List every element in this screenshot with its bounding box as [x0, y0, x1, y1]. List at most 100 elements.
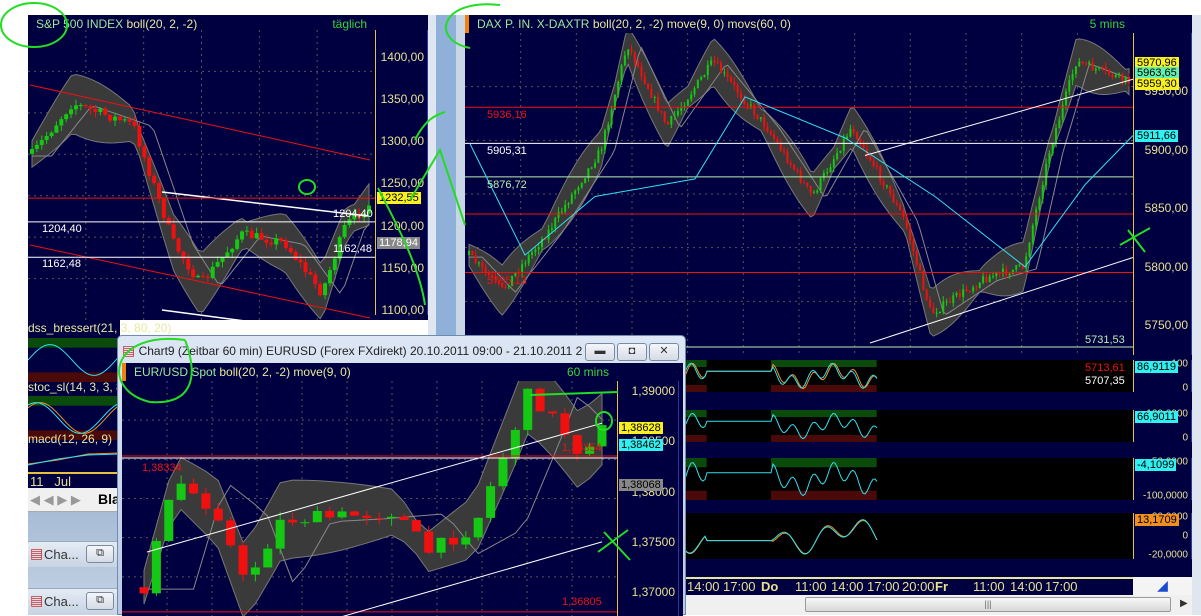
- level-label: 1,38334: [142, 461, 182, 474]
- candle: [832, 159, 835, 168]
- level-label: 5795,13: [487, 274, 527, 287]
- candle: [1035, 209, 1038, 226]
- candle: [1068, 80, 1071, 92]
- candle: [550, 228, 553, 230]
- axis-tick-label: 1300,00: [380, 134, 424, 149]
- window-titlebar[interactable]: ▤ Chart9 (Zeitbar 60 min) EURUSD (Forex …: [122, 339, 582, 361]
- oversold-zone: [771, 490, 877, 500]
- draw-tool-icon[interactable]: ◢: [1133, 577, 1192, 595]
- candle: [912, 240, 915, 251]
- candle: [78, 105, 83, 107]
- sp500-chart[interactable]: S&P 500 INDEX boll(20, 2, -2) täglich 14…: [28, 15, 428, 320]
- time-tick-label: 14:00: [687, 579, 720, 594]
- minimized-chart-window[interactable]: ▤ Cha... ⧉: [28, 541, 118, 567]
- minimized-chart-window[interactable]: ▤ Cha... ⧉: [28, 588, 118, 614]
- candle: [352, 213, 357, 220]
- candle: [962, 289, 965, 297]
- candle: [171, 224, 176, 239]
- candle: [103, 108, 108, 115]
- study-label: boll(20, 2, -2): [126, 17, 198, 31]
- candle: [514, 272, 517, 276]
- level-label: 5707,35: [1085, 375, 1125, 388]
- price-tag: 1,38628: [619, 422, 663, 435]
- axis-tick-label: 1400,00: [380, 50, 424, 64]
- candle: [88, 106, 93, 109]
- axis-tick-label: 5750,00: [1144, 318, 1188, 333]
- candle: [783, 150, 786, 152]
- candle: [189, 483, 199, 494]
- candle: [249, 230, 254, 239]
- scroll-right-arrow[interactable]: ▶: [1180, 598, 1188, 609]
- candle: [856, 132, 859, 140]
- candle: [892, 193, 895, 203]
- axis-tick-label: -20,0000: [1148, 549, 1188, 561]
- candle: [1118, 73, 1121, 75]
- candle: [972, 287, 975, 292]
- time-axis[interactable]: 14:00 17:00 Do 11:00 14:00 17:00 20:00 Fr 11:00 1…: [465, 577, 1133, 595]
- horizontal-scrollbar[interactable]: ||| ▶: [685, 595, 1192, 615]
- candle: [643, 76, 646, 84]
- dax-price-axis[interactable]: 5950,00 5900,00 5850,00 5800,00 5750,00 5970,…: [1133, 33, 1192, 355]
- eurusd-price-plot[interactable]: [122, 381, 617, 616]
- candle: [303, 262, 308, 273]
- candle: [230, 248, 235, 253]
- restore-button[interactable]: ⧉: [86, 592, 114, 610]
- minimize-button[interactable]: ▬: [585, 343, 615, 361]
- chart-icon: ▤: [30, 592, 44, 608]
- eurusd-price-axis[interactable]: 1,390001,385001,380001,375001,370001,386…: [617, 381, 679, 616]
- candle: [806, 182, 809, 186]
- candle: [1018, 264, 1021, 266]
- candle: [929, 299, 932, 307]
- timeframe-label: 5 mins: [1089, 17, 1125, 31]
- candle: [826, 172, 829, 174]
- candle: [1021, 264, 1024, 269]
- candle: [1074, 66, 1077, 75]
- candle: [531, 252, 534, 256]
- dax-price-plot[interactable]: [465, 33, 1133, 355]
- axis-tick-label: 1,39000: [631, 384, 675, 398]
- candle: [577, 187, 580, 191]
- moving-average: [144, 396, 603, 590]
- candle: [773, 134, 776, 139]
- maximize-button[interactable]: ◘: [617, 343, 647, 361]
- candle: [535, 388, 545, 412]
- candle: [948, 301, 951, 303]
- candle: [763, 117, 766, 127]
- candle: [965, 289, 968, 292]
- candle: [637, 62, 640, 67]
- sp500-price-plot[interactable]: [28, 30, 375, 320]
- candle: [527, 255, 530, 264]
- candle: [1058, 119, 1061, 129]
- candle: [988, 276, 991, 283]
- restore-button[interactable]: ⧉: [86, 545, 114, 563]
- candle: [650, 88, 653, 98]
- axis-tick-label: 0: [1182, 382, 1188, 394]
- candle: [570, 194, 573, 204]
- sp500-price-axis[interactable]: 1400,00 1350,00 1300,00 1250,00 1200,00 1150,…: [375, 30, 428, 317]
- time-tick-label: Do: [761, 579, 779, 594]
- scrollbar-thumb[interactable]: |||: [805, 597, 1171, 612]
- indicator-axis-panel: -50,0000-100,0000-4,1099: [1133, 457, 1192, 502]
- candle: [117, 116, 122, 121]
- candle: [839, 150, 842, 153]
- candle: [822, 173, 825, 179]
- trend-line: [864, 78, 1133, 156]
- candle: [836, 152, 839, 160]
- study-label: boll(20, 2, -2) move(9, 0) movs(60, 0): [592, 17, 791, 31]
- close-button[interactable]: ✕: [649, 343, 679, 361]
- candle: [726, 72, 729, 78]
- candle: [935, 312, 938, 314]
- tab-scroll-buttons[interactable]: ◀ ◀ ▶ ▶: [30, 492, 81, 507]
- candle: [300, 522, 310, 524]
- eurusd-chart[interactable]: EUR/USD Spot boll(20, 2, -2) move(9, 0) …: [122, 363, 683, 616]
- splitter[interactable]: [428, 15, 465, 335]
- candle: [603, 130, 606, 150]
- sheet-tab[interactable]: Bla: [98, 491, 120, 507]
- task-label: Cha...: [44, 547, 79, 562]
- eurusd-window[interactable]: ▤ Chart9 (Zeitbar 60 min) EURUSD (Forex …: [117, 335, 686, 616]
- candle: [127, 119, 132, 122]
- dax-title: DAX P. IN. X-DAXTR boll(20, 2, -2) move(…: [465, 15, 1133, 33]
- candle: [849, 128, 852, 137]
- candle: [889, 185, 892, 194]
